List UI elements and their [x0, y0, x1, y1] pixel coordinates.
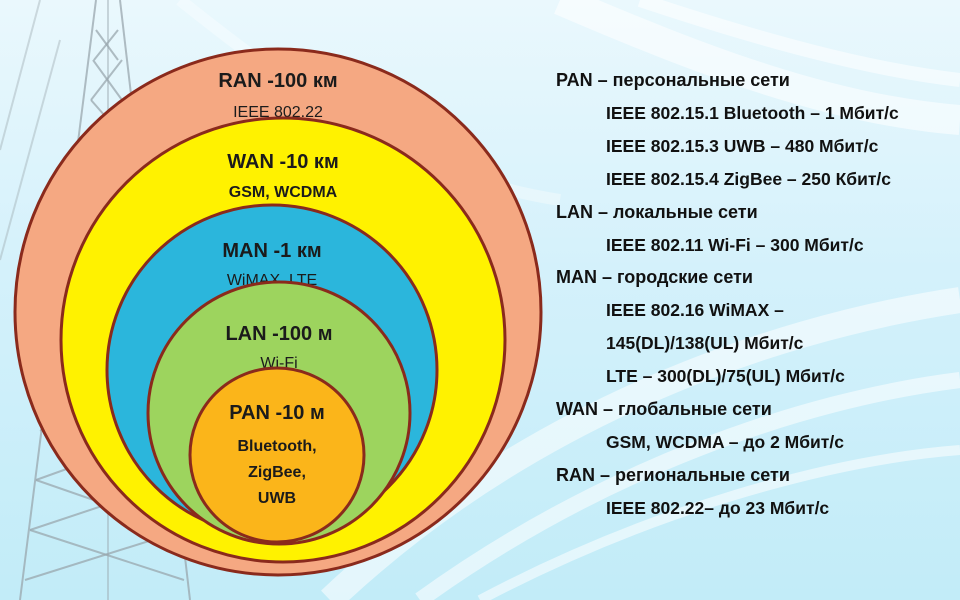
- circle-ran-subtitle: IEEE 802.22: [233, 104, 323, 121]
- circle-wan-title: WAN -10 км: [227, 151, 338, 173]
- legend-group-ran: RAN – региональные сети IEEE 802.22– до …: [556, 459, 956, 525]
- legend-label: – глобальные сети: [598, 399, 772, 420]
- circle-lan-title: LAN -100 м: [225, 323, 332, 345]
- legend-category: PAN – персональные сети: [556, 64, 956, 97]
- legend-item: IEEE 802.11 Wi-Fi – 300 Мбит/с: [606, 234, 864, 255]
- circle-pan-line-3: UWB: [258, 490, 296, 507]
- legend-item: IEEE 802.15.4 ZigBee – 250 Кбит/с: [606, 168, 891, 189]
- circle-pan-line-2: ZigBee,: [248, 464, 306, 481]
- legend-item: IEEE 802.15.1 Bluetooth – 1 Мбит/с: [606, 102, 899, 123]
- legend-group-lan: LAN – локальные сети IEEE 802.11 Wi-Fi –…: [556, 196, 956, 262]
- legend-item: IEEE 802.16 WiMAX –: [606, 300, 784, 321]
- legend-item: LTE – 300(DL)/75(UL) Мбит/с: [606, 366, 845, 387]
- legend-abbr: LAN: [556, 201, 593, 222]
- legend-group-man: MAN – городские сети IEEE 802.16 WiMAX –…: [556, 261, 956, 393]
- circle-ran-title: RAN -100 км: [218, 70, 337, 92]
- circle-man-title: MAN -1 км: [222, 240, 321, 262]
- legend-abbr: WAN: [556, 399, 598, 420]
- legend-label: – городские сети: [597, 267, 753, 288]
- circle-pan: PAN -10 м Bluetooth, ZigBee, UWB: [188, 366, 366, 544]
- legend-abbr: MAN: [556, 267, 597, 288]
- legend-group-pan: PAN – персональные сети IEEE 802.15.1 Bl…: [556, 64, 956, 196]
- legend-label: – локальные сети: [593, 201, 758, 222]
- legend-category: MAN – городские сети: [556, 261, 956, 294]
- circle-pan-shape: [188, 366, 366, 544]
- circle-pan-line-1: Bluetooth,: [237, 438, 316, 455]
- legend-category: WAN – глобальные сети: [556, 393, 956, 426]
- legend-item: GSM, WCDMA – до 2 Мбит/с: [606, 431, 844, 452]
- legend-label: – персональные сети: [592, 70, 790, 90]
- legend-group-wan: WAN – глобальные сети GSM, WCDMA – до 2 …: [556, 393, 956, 459]
- circle-wan-subtitle: GSM, WCDMA: [229, 184, 338, 201]
- legend-label: – региональные сети: [595, 464, 790, 485]
- network-legend: PAN – персональные сети IEEE 802.15.1 Bl…: [556, 64, 956, 525]
- legend-abbr: RAN: [556, 464, 595, 485]
- circle-pan-title: PAN -10 м: [229, 402, 325, 424]
- legend-item: IEEE 802.15.3 UWB – 480 Мбит/с: [606, 135, 879, 156]
- legend-category: LAN – локальные сети: [556, 196, 956, 229]
- legend-item: 145(DL)/138(UL) Мбит/с: [606, 333, 804, 354]
- legend-category: RAN – региональные сети: [556, 459, 956, 492]
- legend-item: IEEE 802.22– до 23 Мбит/с: [606, 497, 830, 518]
- legend-abbr: PAN: [556, 70, 593, 90]
